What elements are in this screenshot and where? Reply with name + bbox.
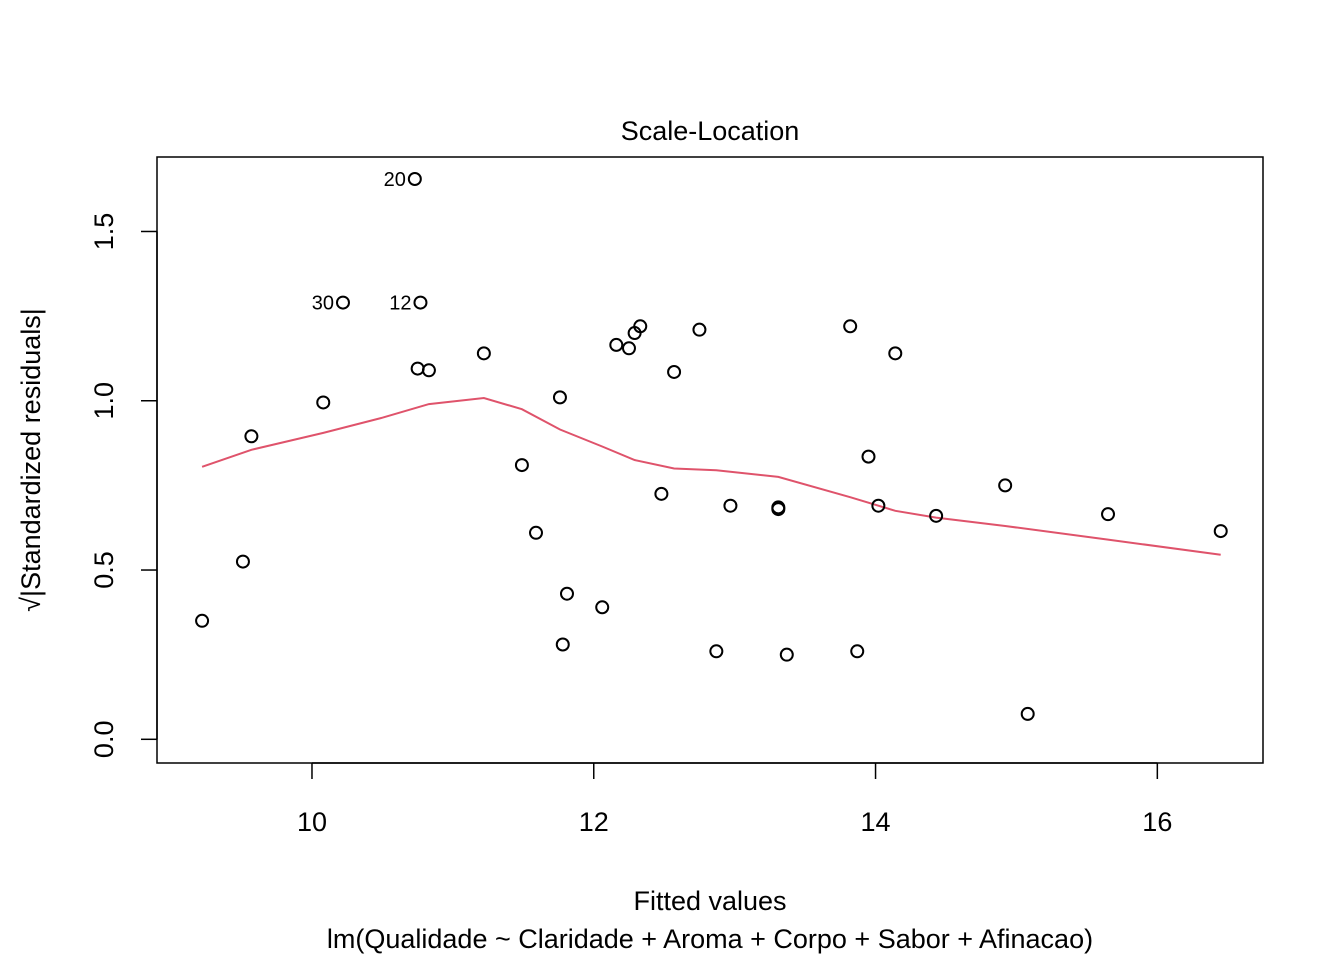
data-point (552, 390, 567, 405)
data-point (654, 486, 669, 501)
x-tick-label: 14 (861, 807, 891, 837)
data-point (929, 508, 944, 523)
data-point (1101, 507, 1116, 522)
x-axis-title: Fitted values (633, 886, 786, 916)
data-point (595, 600, 610, 615)
data-point (861, 449, 876, 464)
point-label: 20 (384, 169, 406, 191)
x-tick-label: 12 (579, 807, 609, 837)
data-point (709, 644, 724, 659)
y-tick-label: 1.5 (89, 213, 119, 251)
y-axis-title: √|Standardized residuals| (16, 308, 46, 612)
data-point (723, 498, 738, 513)
points-layer (195, 172, 1228, 721)
data-point (195, 613, 210, 628)
data-point (514, 458, 529, 473)
x-axis: 10 12 14 16 (297, 762, 1172, 837)
y-tick-label: 0.0 (89, 721, 119, 759)
chart-title: Scale-Location (621, 116, 800, 146)
x-tick-label: 10 (297, 807, 327, 837)
point-labels-layer: 30 20 12 (312, 169, 412, 315)
y-axis: 0.0 0.5 1.0 1.5 (89, 213, 158, 759)
data-point (779, 647, 794, 662)
smooth-line (201, 396, 1221, 556)
data-point (421, 363, 436, 378)
point-label: 12 (389, 293, 411, 315)
y-axis-title-sqrt-symbol: √ (16, 597, 46, 612)
data-point (559, 586, 574, 601)
data-point (888, 346, 903, 361)
plot-frame (156, 156, 1264, 764)
data-point (621, 341, 636, 356)
data-point (609, 337, 624, 352)
data-point (413, 295, 428, 310)
y-tick-label: 0.5 (89, 551, 119, 589)
model-formula-subtitle: lm(Qualidade ~ Claridade + Aroma + Corpo… (327, 924, 1093, 954)
data-point (235, 554, 250, 569)
data-point (633, 319, 648, 334)
data-point (528, 525, 543, 540)
y-axis-title-text: |Standardized residuals| (16, 308, 46, 597)
data-point (476, 346, 491, 361)
data-point (850, 644, 865, 659)
data-point (771, 502, 786, 517)
svg-text:√|Standardized residuals|: √|Standardized residuals| (16, 308, 46, 612)
data-point (335, 295, 350, 310)
data-point (244, 429, 259, 444)
point-label: 30 (312, 293, 334, 315)
y-tick-label: 1.0 (89, 382, 119, 420)
x-tick-label: 16 (1142, 807, 1172, 837)
data-point (407, 172, 422, 187)
data-point (692, 322, 707, 337)
data-point (843, 319, 858, 334)
data-point (410, 361, 425, 376)
data-point (1020, 706, 1035, 721)
data-point (1213, 524, 1228, 539)
data-point (667, 364, 682, 379)
data-point (555, 637, 570, 652)
data-point (316, 395, 331, 410)
data-point (998, 478, 1013, 493)
data-point (871, 498, 886, 513)
